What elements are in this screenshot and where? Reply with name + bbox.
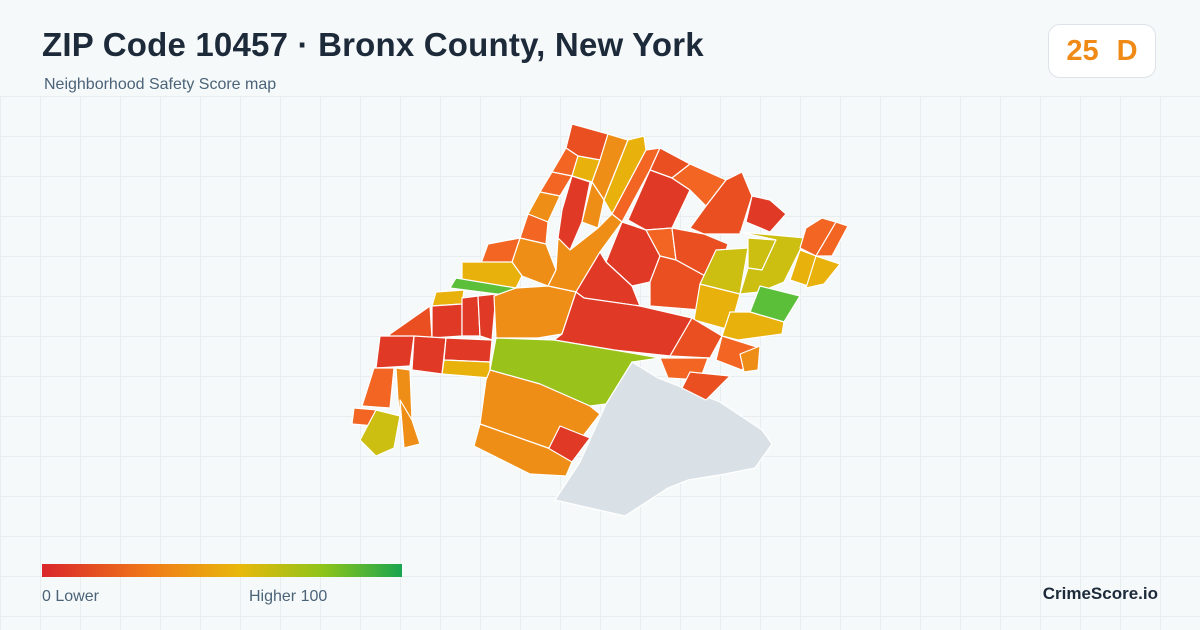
tract-46[interactable]	[473, 423, 573, 477]
tract-14[interactable]	[671, 163, 727, 207]
tract-60[interactable]	[681, 371, 731, 401]
tract-40[interactable]	[399, 399, 421, 449]
tract-41[interactable]	[493, 285, 577, 339]
header	[0, 0, 1200, 96]
legend-low-label: 0 Lower	[42, 588, 99, 605]
brand-logo-text[interactable]: CrimeScore.io	[1042, 584, 1158, 603]
tract-58[interactable]	[715, 335, 761, 371]
tract-30[interactable]	[461, 295, 481, 337]
tract-35[interactable]	[441, 359, 491, 379]
safety-grade: D	[1116, 34, 1138, 67]
tract-29[interactable]	[431, 303, 463, 339]
tract-32[interactable]	[375, 335, 415, 369]
park-area	[554, 361, 773, 517]
page-subtitle: Neighborhood Safety Score map	[44, 76, 277, 93]
tract-16[interactable]	[745, 195, 787, 233]
legend-high-label: Higher 100	[249, 588, 328, 605]
tract-18[interactable]	[547, 213, 623, 293]
tract-31[interactable]	[477, 293, 497, 341]
tract-61[interactable]	[739, 345, 761, 373]
tract-34[interactable]	[443, 337, 493, 363]
tract-33[interactable]	[411, 335, 447, 375]
page-title: ZIP Code 10457 · Bronx County, New York	[42, 26, 704, 63]
tract-39[interactable]	[359, 409, 401, 457]
tract-11[interactable]	[611, 147, 661, 223]
legend-color-scale	[42, 564, 402, 577]
tract-28[interactable]	[387, 305, 433, 339]
safety-score-value: 25	[1066, 34, 1099, 67]
tract-54[interactable]	[805, 255, 841, 289]
tract-15[interactable]	[689, 171, 753, 235]
safety-score-badge: 25 D	[1048, 24, 1156, 78]
tract-56[interactable]	[815, 221, 849, 257]
tract-36[interactable]	[361, 367, 395, 409]
tract-57[interactable]	[669, 317, 723, 359]
